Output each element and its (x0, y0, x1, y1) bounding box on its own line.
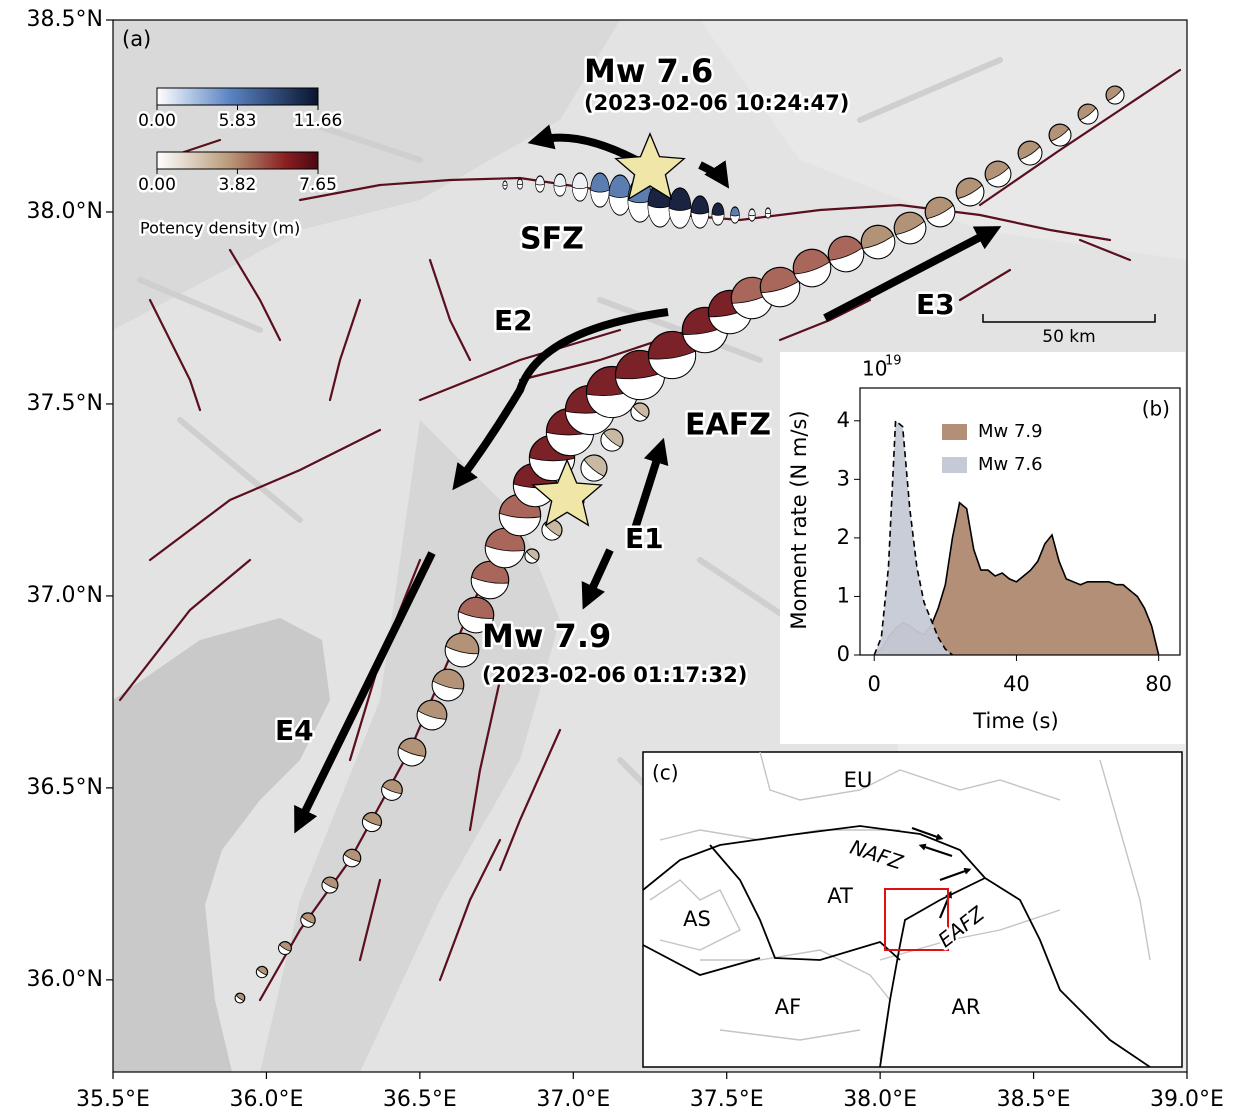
y-tick-label: 38.0°N (27, 199, 103, 224)
beachball (517, 179, 523, 189)
beachball (712, 203, 724, 225)
beachball (554, 174, 566, 196)
colorbar (157, 152, 318, 169)
y-tick-label: 2 (837, 525, 850, 549)
segment-label: E1 (625, 522, 664, 555)
segment-label: E4 (275, 714, 314, 747)
legend-label: Mw 7.6 (978, 454, 1043, 475)
beachball (536, 176, 545, 192)
x-tick-label: 37.0°E (536, 1087, 610, 1112)
colorbar-tick-label: 11.66 (294, 111, 343, 131)
event-time: (2023-02-06 01:17:32) (482, 663, 747, 687)
legend-swatch (942, 424, 967, 440)
y-tick-label: 36.5°N (27, 775, 103, 800)
beachball (691, 196, 709, 228)
colorbar-tick-label: 0.00 (138, 175, 176, 195)
colorbar (157, 88, 318, 105)
event-name: Mw 7.6 (584, 52, 713, 90)
colorbar-tick-label: 7.65 (299, 175, 337, 195)
y-tick-label: 1 (837, 583, 850, 607)
colorbar-label: Potency density (m) (140, 219, 300, 238)
y-tick-label: 37.5°N (27, 391, 103, 416)
beachball (731, 207, 740, 223)
figure: 35.5°E 36.0°E 36.5°E 37.0°E 37.5°E 38.0°E 38.5… (0, 0, 1235, 1117)
inset-frame (643, 752, 1182, 1067)
x-tick-label: 35.5°E (76, 1087, 150, 1112)
panel-label: (a) (122, 27, 151, 51)
x-tick-label: 39.0°E (1150, 1087, 1224, 1112)
y-tick-label: 3 (837, 466, 850, 490)
x-tick-label: 38.0°E (843, 1087, 917, 1112)
y-tick-label: 38.5°N (27, 7, 103, 32)
x-tick-label: 36.5°E (383, 1087, 457, 1112)
scale-bar-label: 50 km (1042, 327, 1095, 347)
colorbar-tick-label: 5.83 (219, 111, 257, 131)
segment-label: E3 (916, 288, 955, 321)
y-tick-label: 4 (837, 408, 850, 432)
x-tick-label: 38.5°E (997, 1087, 1071, 1112)
beachball (765, 208, 771, 218)
plate-label: AR (952, 995, 981, 1019)
x-tick-label: 36.0°E (229, 1087, 303, 1112)
segment-label: E2 (494, 304, 533, 337)
event-name: Mw 7.9 (482, 617, 611, 655)
panel-label: (c) (652, 761, 679, 785)
y-tick-label: 36.0°N (27, 967, 103, 992)
fault-label: SFZ (520, 222, 584, 257)
plate-label: AF (775, 995, 801, 1019)
x-axis-label: Time (s) (972, 709, 1058, 733)
colorbar-tick-label: 0.00 (138, 111, 176, 131)
y-scale-exponent: 19 (885, 354, 902, 369)
y-axis-label: Moment rate (N m/s) (787, 410, 811, 629)
panel-label: (b) (1142, 397, 1170, 421)
beachball (591, 173, 610, 207)
beachball (669, 188, 691, 228)
x-tick-label: 37.5°E (690, 1087, 764, 1112)
beachball (749, 209, 756, 221)
y-tick-label: 0 (837, 642, 850, 666)
colorbar-tick-label: 3.82 (218, 175, 256, 195)
plate-label: AT (827, 884, 853, 908)
beachball (609, 175, 631, 215)
tectonic-inset: (c) EU AT AS AF AR NAFZ EAFZ (643, 752, 1182, 1067)
x-tick-label: 40 (1003, 672, 1030, 696)
legend-label: Mw 7.9 (978, 421, 1043, 442)
beachball (572, 173, 587, 201)
plate-label: AS (683, 907, 711, 931)
fault-label: EAFZ (685, 408, 771, 443)
x-tick-label: 0 (868, 672, 881, 696)
moment-rate-panel: 10 19 (b) Time (s) Moment rate (N m/s) 0… (780, 352, 1185, 744)
y-tick-label: 37.0°N (27, 583, 103, 608)
y-scale-base: 10 (862, 357, 887, 381)
event-time: (2023-02-06 10:24:47) (584, 91, 849, 115)
legend-swatch (942, 457, 967, 473)
plate-label: EU (844, 768, 873, 792)
x-tick-label: 80 (1145, 672, 1172, 696)
beachball (503, 181, 507, 189)
